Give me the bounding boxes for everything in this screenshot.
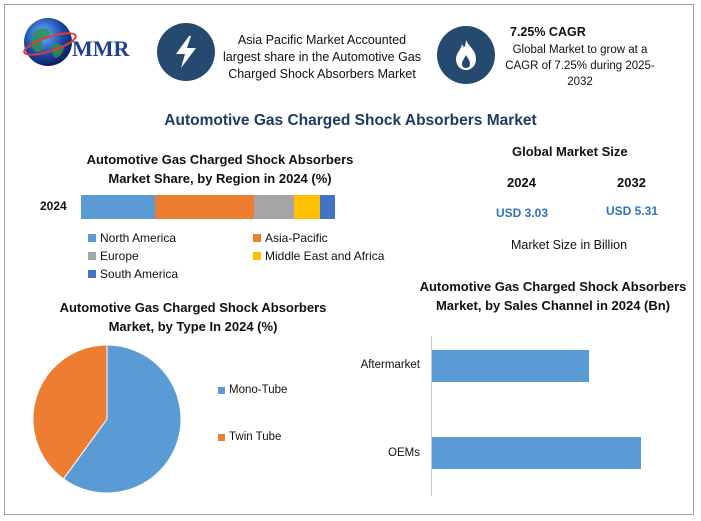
- region-fact-text: Asia Pacific Market Accounted largest sh…: [222, 33, 422, 81]
- channel-axis-label-oems: OEMs: [388, 447, 420, 459]
- market-size-value-2024: USD 3.03: [496, 206, 549, 220]
- legend-south-america: South America: [88, 267, 178, 281]
- segment-north-america: [81, 195, 155, 219]
- legend-europe: Europe: [88, 249, 139, 263]
- cagr-title: 7.25% CAGR: [510, 25, 586, 39]
- legend-north-america: North America: [88, 231, 176, 245]
- market-size-year-2024: 2024: [507, 175, 536, 190]
- channel-chart-title: Automotive Gas Charged Shock Absorbers M…: [419, 279, 687, 313]
- region-chart-year-label: 2024: [40, 199, 67, 213]
- legend-label: Middle East and Africa: [265, 249, 385, 263]
- globe-logo-icon: [22, 14, 78, 75]
- legend-swatch: [218, 433, 225, 441]
- legend-label: Asia-Pacific: [265, 231, 328, 245]
- region-chart-title: Automotive Gas Charged Shock Absorbers M…: [86, 152, 354, 186]
- market-size-title: Global Market Size: [512, 144, 628, 159]
- legend-label: Mono-Tube: [229, 384, 288, 396]
- channel-bar-aftermarket: [432, 350, 590, 382]
- region-stacked-bar: [81, 195, 335, 219]
- flame-icon: [437, 26, 495, 84]
- legend-swatch: [218, 386, 225, 394]
- lightning-icon: [157, 23, 215, 81]
- legend-mea: Middle East and Africa: [253, 249, 384, 263]
- type-pie-chart: [32, 344, 182, 494]
- legend-label: Europe: [100, 249, 139, 263]
- market-size-unit-note: Market Size in Billion: [511, 238, 628, 252]
- segment-south-america: [319, 195, 335, 219]
- pie-slice-mono-tube: [62, 344, 182, 494]
- legend-label: Twin Tube: [229, 431, 282, 443]
- legend-twin-tube: Twin Tube: [218, 431, 281, 443]
- legend-swatch: [253, 234, 261, 242]
- legend-swatch: [88, 270, 96, 278]
- legend-swatch: [88, 252, 96, 260]
- legend-mono-tube: Mono-Tube: [218, 384, 287, 396]
- legend-swatch: [253, 252, 261, 260]
- segment-europe: [253, 195, 295, 219]
- brand-logo-text: MMR: [72, 36, 130, 61]
- cagr-description: Global Market to grow at a CAGR of 7.25%…: [505, 44, 655, 88]
- segment-asia-pacific: [154, 195, 254, 219]
- segment-mea: [294, 195, 320, 219]
- legend-label: South America: [100, 267, 179, 281]
- legend-label: North America: [100, 231, 177, 245]
- legend-asia-pacific: Asia-Pacific: [253, 231, 328, 245]
- pie-slice-twin-tube: [32, 344, 108, 480]
- market-size-year-2032: 2032: [617, 175, 646, 190]
- type-chart-title: Automotive Gas Charged Shock Absorbers M…: [59, 300, 327, 334]
- main-title: Automotive Gas Charged Shock Absorbers M…: [164, 112, 537, 129]
- market-size-value-2032: USD 5.31: [606, 204, 659, 218]
- legend-swatch: [88, 234, 96, 242]
- channel-axis-label-aftermarket: Aftermarket: [360, 359, 420, 371]
- channel-axis-line: [431, 336, 432, 496]
- infographic-frame: [4, 4, 694, 515]
- channel-bar-oems: [432, 437, 642, 469]
